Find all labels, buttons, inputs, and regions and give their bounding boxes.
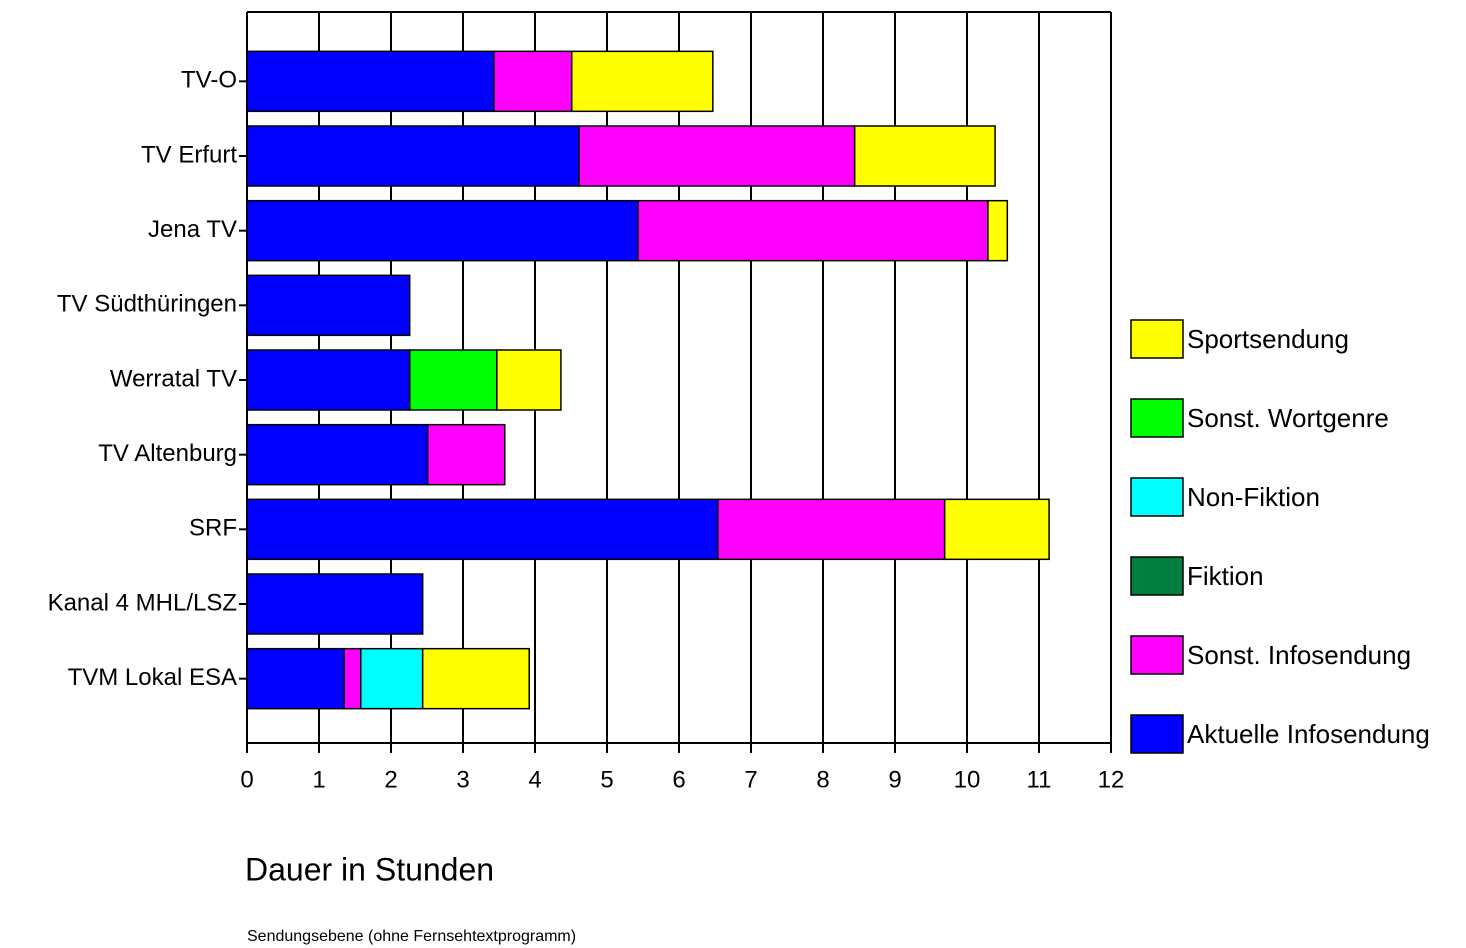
bar-segment: [246, 50, 495, 113]
bar-segment: [246, 498, 719, 561]
x-tick-label: 9: [888, 766, 901, 793]
y-tick-label: Werratal TV: [110, 365, 237, 392]
bar-segment: [246, 647, 345, 710]
x-tick-label: 5: [600, 766, 613, 793]
bar-segment: [717, 498, 946, 561]
bar-segment: [426, 423, 506, 486]
bar-segment: [943, 498, 1050, 561]
y-tick-label: TV Altenburg: [98, 440, 237, 467]
bar-segment: [343, 647, 362, 710]
bar-segment: [246, 199, 639, 262]
bar-segment: [246, 125, 580, 187]
legend-swatch: [1130, 714, 1184, 754]
bar-segment: [246, 573, 424, 635]
legend-label: Sportsendung: [1187, 324, 1349, 354]
bar-segment: [408, 349, 498, 411]
bar-segment: [360, 647, 424, 710]
bar-segment: [578, 125, 856, 187]
y-tick-label: TV-O: [181, 67, 237, 94]
legend-label: Fiktion: [1187, 561, 1264, 591]
y-tick-label: TV Erfurt: [141, 141, 237, 168]
bar-segment: [246, 349, 411, 411]
x-tick-label: 11: [1027, 766, 1052, 793]
footnote: Sendungsebene (ohne Fernsehtextprogramm): [247, 928, 576, 945]
bar-segment: [493, 50, 573, 113]
legend-label: Non-Fiktion: [1187, 482, 1320, 512]
x-tick-label: 2: [384, 766, 397, 793]
y-tick-label: SRF: [189, 515, 237, 542]
legend-label: Sonst. Wortgenre: [1187, 403, 1389, 433]
legend-swatch: [1130, 477, 1184, 517]
x-tick-label: 6: [672, 766, 685, 793]
legend-swatch: [1130, 398, 1184, 438]
y-tick-label: TVM Lokal ESA: [68, 664, 237, 691]
legend-swatch: [1130, 319, 1184, 359]
y-tick-label: Kanal 4 MHL/LSZ: [48, 589, 237, 616]
bar-segment: [246, 423, 429, 486]
y-tick-label: TV Südthüringen: [57, 291, 237, 318]
x-tick-label: 3: [456, 766, 469, 793]
bar-segment: [853, 125, 996, 187]
legend-label: Sonst. Infosendung: [1187, 640, 1411, 670]
bar-segment: [637, 199, 989, 262]
x-tick-label: 0: [240, 766, 253, 793]
legend-label: Aktuelle Infosendung: [1187, 719, 1430, 749]
legend-swatch: [1130, 635, 1184, 675]
bar-segment: [496, 349, 562, 411]
y-tick-label: Jena TV: [148, 216, 237, 243]
x-tick-label: 4: [528, 766, 541, 793]
x-tick-label: 12: [1098, 766, 1125, 793]
x-tick-label: 10: [954, 766, 981, 793]
x-tick-label: 7: [744, 766, 757, 793]
x-tick-label: 1: [312, 766, 325, 793]
x-axis-label: Dauer in Stunden: [245, 851, 494, 887]
bar-segment: [570, 50, 714, 113]
legend-swatch: [1130, 556, 1184, 596]
bar-segment: [987, 199, 1009, 262]
x-tick-label: 8: [816, 766, 829, 793]
bar-segment: [421, 647, 530, 710]
bar-segment: [246, 274, 411, 337]
